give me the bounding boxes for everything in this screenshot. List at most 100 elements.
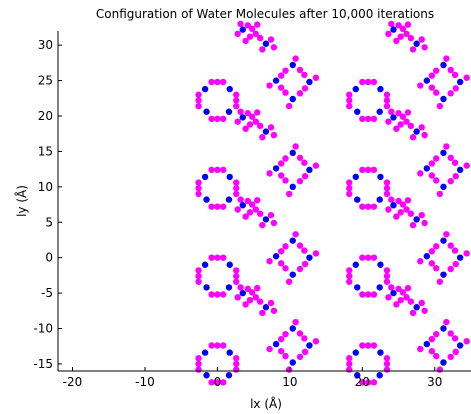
hydrogen-point (359, 291, 366, 298)
oxygen-point (413, 216, 420, 223)
hydrogen-point (266, 258, 273, 265)
hydrogen-point (346, 278, 353, 285)
hydrogen-point (346, 91, 353, 98)
hydrogen-point (447, 66, 454, 74)
hydrogen-point (244, 22, 252, 29)
hydrogen-point (301, 335, 308, 342)
hydrogen-point (385, 294, 392, 301)
hydrogen-point (451, 159, 459, 166)
oxygen-point (440, 61, 447, 69)
hydrogen-point (252, 206, 260, 213)
hydrogen-point (208, 203, 215, 210)
oxygen-point (225, 372, 233, 379)
hydrogen-point (296, 265, 304, 273)
hydrogen-point (370, 78, 378, 86)
hydrogen-point (292, 318, 299, 326)
oxygen-point (440, 95, 447, 103)
oxygen-point (272, 340, 280, 348)
hydrogen-point (383, 278, 391, 285)
hydrogen-point (346, 272, 353, 280)
oxygen-point (413, 304, 420, 311)
hydrogen-point (254, 109, 261, 116)
hydrogen-point (383, 272, 391, 280)
hydrogen-point (463, 162, 470, 169)
hydrogen-point (409, 221, 417, 229)
y-tick-label: 15 (38, 144, 53, 158)
hydrogen-point (403, 30, 410, 38)
hydrogen-point (383, 267, 391, 274)
hydrogen-point (463, 338, 470, 345)
hydrogen-point (208, 78, 215, 86)
hydrogen-point (195, 91, 202, 98)
hydrogen-point (383, 185, 391, 192)
hydrogen-point (233, 278, 240, 285)
tick-labels: -20 -10 0 10 20 30 -15 -10 -5 0 5 10 15 20 25 30 (33, 38, 442, 389)
oxygen-point (225, 108, 233, 115)
hydrogen-point (256, 122, 264, 130)
oxygen-point (376, 284, 383, 291)
oxygen-point (262, 40, 270, 47)
hydrogen-point (370, 342, 378, 349)
hydrogen-point (301, 71, 308, 79)
oxygen-point (440, 359, 447, 366)
hydrogen-point (383, 366, 391, 373)
hydrogen-point (346, 97, 353, 104)
hydrogen-point (195, 190, 202, 198)
oxygen-point (289, 359, 296, 366)
oxygen-point (423, 165, 431, 172)
oxygen-point (289, 95, 296, 103)
hydrogen-point (383, 190, 391, 198)
hydrogen-point (234, 206, 241, 213)
hydrogen-point (451, 247, 459, 254)
hydrogen-point (252, 118, 260, 125)
hydrogen-point (370, 166, 378, 174)
hydrogen-point (397, 121, 404, 128)
hydrogen-point (312, 162, 320, 169)
hydrogen-point (208, 291, 215, 298)
hydrogen-point (214, 342, 221, 349)
axes (57, 31, 471, 372)
hydrogen-point (436, 102, 444, 110)
hydrogen-point (407, 298, 415, 305)
hydrogen-point (443, 231, 450, 238)
oxygen-point (262, 216, 270, 223)
hydrogen-point (451, 335, 459, 342)
hydrogen-point (395, 285, 402, 293)
oxygen-point (440, 271, 447, 278)
hydrogen-point (237, 20, 244, 28)
oxygen-point (423, 253, 431, 260)
oxygen-point (262, 128, 270, 135)
oxygen-point (225, 196, 233, 203)
hydrogen-point (246, 209, 254, 216)
hydrogen-point (443, 143, 450, 150)
hydrogen-point (447, 242, 454, 249)
hydrogen-point (285, 366, 293, 373)
oxygen-point (440, 183, 447, 191)
hydrogen-point (447, 154, 454, 161)
hydrogen-point (359, 342, 366, 349)
hydrogen-point (385, 30, 392, 38)
oxygen-point (413, 40, 420, 47)
hydrogen-point (397, 33, 404, 40)
hydrogen-point (428, 347, 436, 355)
hydrogen-point (282, 243, 289, 250)
hydrogen-point (233, 267, 240, 274)
hydrogen-point (428, 160, 436, 167)
hydrogen-point (242, 125, 249, 132)
oxygen-point (306, 166, 313, 174)
x-tick-label: 10 (282, 375, 297, 389)
oxygen-point (423, 340, 431, 348)
hydrogen-point (399, 289, 407, 296)
hydrogen-point (383, 179, 391, 186)
hydrogen-point (282, 155, 289, 162)
hydrogen-point (256, 210, 264, 217)
hydrogen-point (433, 265, 440, 272)
hydrogen-point (285, 278, 293, 285)
hydrogen-point (452, 85, 459, 92)
hydrogen-point (277, 248, 285, 255)
hydrogen-point (301, 159, 308, 166)
hydrogen-point (443, 55, 450, 62)
hydrogen-point (359, 379, 366, 386)
hydrogen-point (421, 307, 428, 314)
hydrogen-point (208, 166, 215, 174)
